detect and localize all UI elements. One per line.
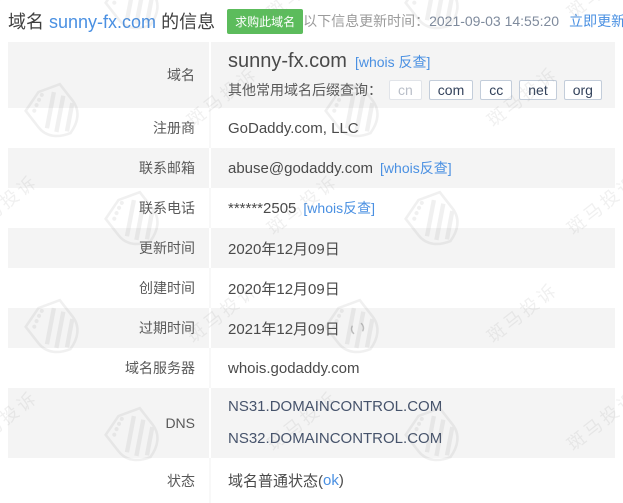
dns-value-2: NS32.DOMAINCONTROL.COM	[228, 430, 443, 447]
updated-value: 2020年12月09日	[228, 240, 340, 258]
table-row-status: 状态 域名普通状态(ok)	[8, 458, 615, 503]
table-row-email: 联系邮箱 abuse@godaddy.com [whois反查]	[8, 148, 615, 188]
nameserver-value: whois.godaddy.com	[228, 359, 360, 377]
refresh-now-link[interactable]: 立即更新	[569, 13, 623, 29]
row-value: NS31.DOMAINCONTROL.COM NS32.DOMAINCONTRO…	[211, 388, 615, 458]
suffix-net[interactable]: net	[519, 80, 557, 100]
buy-domain-button[interactable]: 求购此域名	[227, 8, 304, 34]
row-value: sunny-fx.com [whois 反查] 其他常用域名后缀查询： cn c…	[211, 42, 615, 108]
page-header: 域名 sunny-fx.com 的信息 求购此域名 以下信息更新时间： 2021…	[0, 0, 623, 42]
row-label: 创建时间	[8, 268, 211, 308]
row-label: 过期时间	[8, 308, 211, 348]
created-value: 2020年12月09日	[228, 280, 340, 298]
title-suffix: 的信息	[161, 12, 216, 32]
row-value: 2021年12月09日	[211, 308, 615, 348]
table-row-expiry: 过期时间 2021年12月09日	[8, 308, 615, 348]
suffix-com[interactable]: com	[428, 80, 474, 100]
update-time-label: 以下信息更新时间：	[303, 13, 430, 29]
update-info: 以下信息更新时间： 2021-09-03 14:55:20 立即更新	[303, 11, 623, 31]
suffix-cc[interactable]: cc	[480, 80, 513, 100]
table-row-dns: DNS NS31.DOMAINCONTROL.COM NS32.DOMAINCO…	[8, 388, 615, 458]
table-row-created: 创建时间 2020年12月09日	[8, 268, 615, 308]
table-row-registrar: 注册商 GoDaddy.com, LLC	[8, 108, 615, 148]
row-label: 注册商	[8, 108, 211, 148]
update-time-value: 2021-09-03 14:55:20	[429, 13, 560, 29]
status-value-prefix: 域名普通状态(	[228, 473, 323, 490]
phone-value: ******2505	[228, 199, 297, 217]
suffix-cn[interactable]: cn	[389, 80, 422, 100]
whois-reverse-link[interactable]: [whois 反查]	[354, 54, 431, 70]
suffix-query-label: 其他常用域名后缀查询：	[228, 82, 382, 98]
status-value-suffix: )	[338, 472, 344, 489]
watermark-shield-icon	[616, 74, 623, 156]
domain-value: sunny-fx.com	[228, 50, 347, 72]
row-label: 状态	[8, 458, 211, 503]
whois-table: 域名 sunny-fx.com [whois 反查] 其他常用域名后缀查询： c…	[8, 42, 615, 503]
registrar-value: GoDaddy.com, LLC	[228, 119, 359, 137]
row-label: 联系电话	[8, 188, 211, 228]
table-row-nameserver: 域名服务器 whois.godaddy.com	[8, 348, 615, 388]
title-domain: sunny-fx.com	[49, 12, 157, 32]
status-ok-link[interactable]: ok	[323, 472, 339, 489]
table-row-updated: 更新时间 2020年12月09日	[8, 228, 615, 268]
row-label: DNS	[8, 388, 211, 458]
watermark-shield-icon	[616, 290, 623, 372]
row-value: ******2505 [whois反查]	[211, 188, 615, 228]
email-value: abuse@godaddy.com	[228, 159, 374, 177]
table-row-domain: 域名 sunny-fx.com [whois 反查] 其他常用域名后缀查询： c…	[8, 42, 615, 108]
expiry-value: 2021年12月09日	[228, 320, 340, 338]
whois-reverse-link[interactable]: [whois反查]	[380, 160, 452, 176]
whois-reverse-link[interactable]: [whois反查]	[303, 200, 375, 216]
page-title: 域名 sunny-fx.com 的信息	[8, 8, 215, 34]
row-label: 联系邮箱	[8, 148, 211, 188]
row-value: abuse@godaddy.com [whois反查]	[211, 148, 615, 188]
title-prefix: 域名	[8, 12, 44, 32]
suffix-org[interactable]: org	[563, 80, 602, 100]
refresh-expiry-icon[interactable]	[349, 320, 366, 337]
row-label: 域名	[8, 42, 211, 108]
row-value: 域名普通状态(ok)	[211, 458, 615, 503]
row-label: 更新时间	[8, 228, 211, 268]
row-label: 域名服务器	[8, 348, 211, 388]
dns-value-1: NS31.DOMAINCONTROL.COM	[228, 398, 443, 415]
table-row-phone: 联系电话 ******2505 [whois反查]	[8, 188, 615, 228]
